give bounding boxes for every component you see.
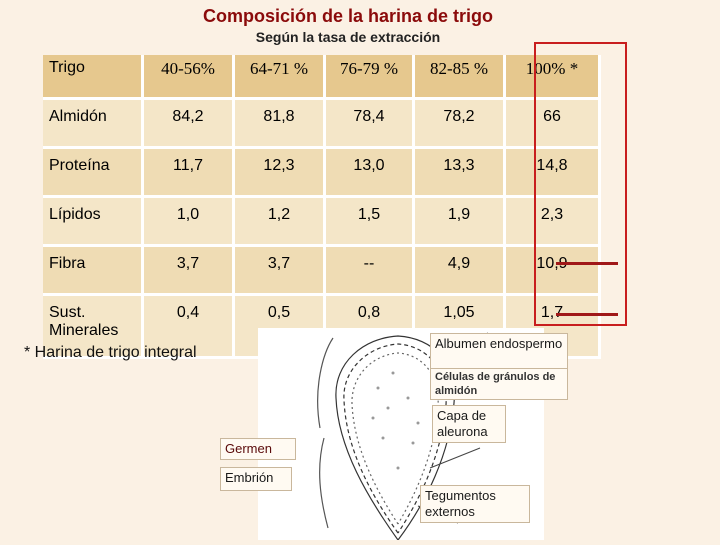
table-cell: 3,7 xyxy=(144,247,235,296)
header-cell: 40-56% xyxy=(144,55,235,100)
row-label: Fibra xyxy=(43,247,144,296)
label-embrion: Embrión xyxy=(220,467,292,491)
table-cell: 84,2 xyxy=(144,100,235,149)
table-header-row: Trigo 40-56% 64-71 % 76-79 % 82-85 % 100… xyxy=(43,55,601,100)
table-cell: 66 xyxy=(506,100,601,149)
table-row: Lípidos 1,0 1,2 1,5 1,9 2,3 xyxy=(43,198,601,247)
table-cell: 78,2 xyxy=(415,100,506,149)
table-cell: 2,3 xyxy=(506,198,601,247)
row-label: Almidón xyxy=(43,100,144,149)
table-cell: 4,9 xyxy=(415,247,506,296)
highlight-box xyxy=(534,42,627,326)
table-cell: -- xyxy=(326,247,415,296)
label-albumen: Albumen endospermo xyxy=(430,333,568,369)
table-cell: 78,4 xyxy=(326,100,415,149)
table-cell: 10,9 xyxy=(506,247,601,296)
header-cell: Trigo xyxy=(43,55,144,100)
table-cell: 81,8 xyxy=(235,100,326,149)
label-tegumentos: Tegumentos externos xyxy=(420,485,530,523)
header-cell: 76-79 % xyxy=(326,55,415,100)
label-germen: Germen xyxy=(220,438,296,460)
underline-mark xyxy=(556,262,618,265)
table-cell: 1,9 xyxy=(415,198,506,247)
composition-table: Trigo 40-56% 64-71 % 76-79 % 82-85 % 100… xyxy=(43,55,601,359)
page-title: Composición de la harina de trigo xyxy=(202,6,494,26)
table-row: Fibra 3,7 3,7 -- 4,9 10,9 xyxy=(43,247,601,296)
table-cell: 14,8 xyxy=(506,149,601,198)
table-row: Proteína 11,7 12,3 13,0 13,3 14,8 xyxy=(43,149,601,198)
header-cell: 82-85 % xyxy=(415,55,506,100)
table-cell: 13,0 xyxy=(326,149,415,198)
page-subtitle: Según la tasa de extracción xyxy=(255,29,441,45)
table-cell: 12,3 xyxy=(235,149,326,198)
table-cell: 1,2 xyxy=(235,198,326,247)
table-row: Almidón 84,2 81,8 78,4 78,2 66 xyxy=(43,100,601,149)
footnote: * Harina de trigo integral xyxy=(24,344,197,361)
table-cell: 11,7 xyxy=(144,149,235,198)
underline-mark xyxy=(556,313,618,316)
header-cell: 64-71 % xyxy=(235,55,326,100)
table-cell: 13,3 xyxy=(415,149,506,198)
label-aleurona: Capa de aleurona xyxy=(432,405,506,443)
table-cell: 0,4 xyxy=(144,296,235,359)
row-label: Sust. Minerales xyxy=(43,296,144,359)
row-label: Lípidos xyxy=(43,198,144,247)
row-label: Proteína xyxy=(43,149,144,198)
table-cell: 1,5 xyxy=(326,198,415,247)
table-cell: 3,7 xyxy=(235,247,326,296)
label-granulos: Células de gránulos de almidón xyxy=(430,368,568,400)
table-cell: 1,0 xyxy=(144,198,235,247)
header-cell: 100% * xyxy=(506,55,601,100)
